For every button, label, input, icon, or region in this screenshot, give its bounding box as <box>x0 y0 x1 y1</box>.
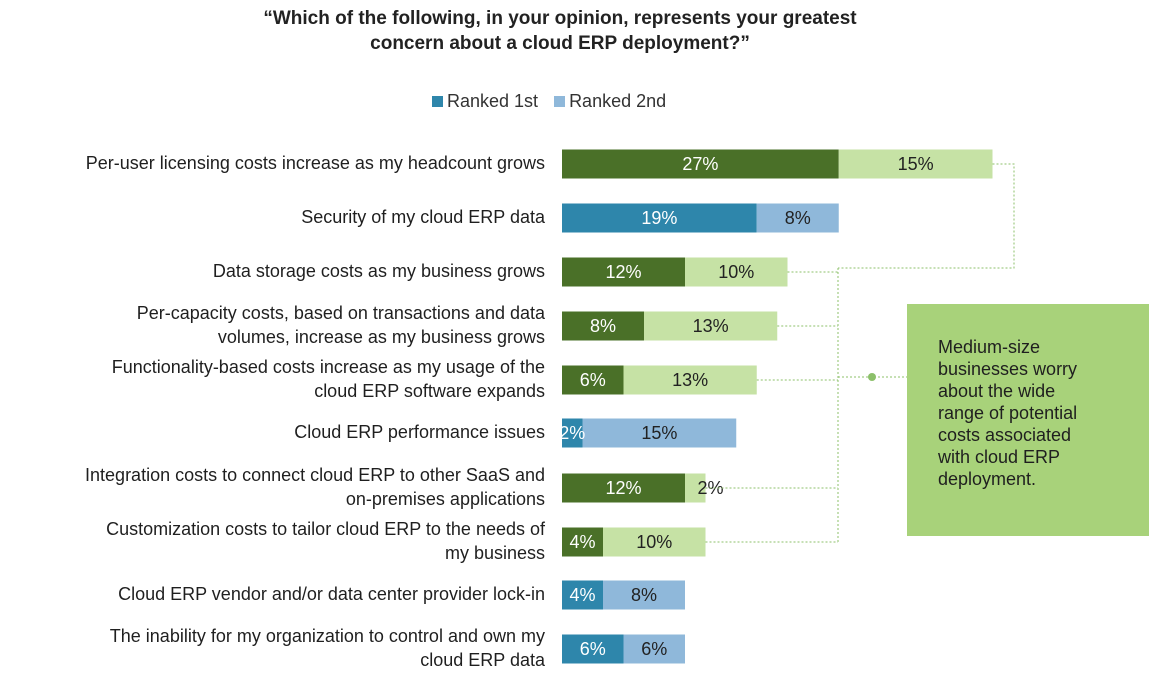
callout-line: range of potential <box>938 403 1078 423</box>
data-label-ranked-1st: 19% <box>641 208 677 228</box>
callout-line: costs associated <box>938 425 1072 445</box>
category-label: cloud ERP data <box>420 650 546 670</box>
callout-line: deployment. <box>938 469 1037 489</box>
chart-title: “Which of the following, in your opinion… <box>0 6 1120 56</box>
data-label-ranked-2nd: 8% <box>631 585 657 605</box>
bar-ranked-2nd <box>838 149 993 179</box>
callout-box: Medium-size businesses worry about the w… <box>907 304 1149 536</box>
data-label-ranked-2nd: 15% <box>641 423 677 443</box>
data-label-ranked-2nd: 13% <box>693 316 729 336</box>
data-label-ranked-1st: 6% <box>580 370 606 390</box>
data-label-ranked-1st: 6% <box>580 639 606 659</box>
callout-line: about the wide <box>938 381 1056 401</box>
bar-ranked-2nd <box>623 365 757 395</box>
bar-ranked-2nd <box>623 634 685 664</box>
category-label: Per-capacity costs, based on transaction… <box>137 303 546 323</box>
bar-ranked-1st <box>562 365 624 395</box>
bar-ranked-2nd <box>603 580 685 610</box>
data-label-ranked-2nd: 15% <box>898 154 934 174</box>
legend: Ranked 1st Ranked 2nd <box>432 91 682 112</box>
callout-line: with cloud ERP <box>938 447 1061 467</box>
chart-title-line-2: concern about a cloud ERP deployment?” <box>370 33 750 54</box>
bar-ranked-1st <box>562 580 603 610</box>
category-label: Functionality-based costs increase as my… <box>112 357 545 377</box>
legend-item-ranked-2nd: Ranked 2nd <box>554 91 666 112</box>
legend-swatch-ranked-2nd <box>554 96 566 107</box>
bar-ranked-2nd <box>582 418 737 448</box>
category-label: Data storage costs as my business grows <box>213 261 545 281</box>
data-label-ranked-1st: 12% <box>605 262 641 282</box>
data-label-ranked-1st: 27% <box>682 154 718 174</box>
category-label: Per-user licensing costs increase as my … <box>86 153 545 173</box>
bar-ranked-2nd <box>756 203 839 233</box>
data-label-ranked-2nd: 13% <box>672 370 708 390</box>
category-label: my business <box>445 543 545 563</box>
category-label: Customization costs to tailor cloud ERP … <box>106 519 546 539</box>
category-label: volumes, increase as my business grows <box>218 327 545 347</box>
category-label: The inability for my organization to con… <box>110 626 545 646</box>
data-label-ranked-1st: 12% <box>605 478 641 498</box>
bar-ranked-1st <box>562 311 644 341</box>
data-label-ranked-1st: 8% <box>590 316 616 336</box>
connector-line <box>838 163 1015 269</box>
category-label: Security of my cloud ERP data <box>301 207 546 227</box>
chart-title-line-1: “Which of the following, in your opinion… <box>263 8 857 29</box>
data-label-ranked-2nd: 8% <box>785 208 811 228</box>
bar-ranked-1st <box>562 473 685 503</box>
legend-label-ranked-2nd: Ranked 2nd <box>569 91 667 111</box>
data-label-ranked-2nd: 10% <box>636 532 672 552</box>
callout-line: Medium-size <box>938 337 1041 357</box>
data-label-ranked-1st: 2% <box>559 423 585 443</box>
category-label: on-premises applications <box>346 489 545 509</box>
bar-ranked-2nd <box>603 527 706 557</box>
legend-swatch-ranked-1st <box>432 96 443 107</box>
connector-dot <box>868 373 876 381</box>
data-label-ranked-1st: 4% <box>569 532 595 552</box>
bar-ranked-1st <box>562 203 757 233</box>
data-label-ranked-1st: 4% <box>569 585 595 605</box>
bar-ranked-1st <box>562 257 685 287</box>
category-label: Cloud ERP performance issues <box>294 422 545 442</box>
legend-item-ranked-1st: Ranked 1st <box>432 91 538 112</box>
category-label: Integration costs to connect cloud ERP t… <box>85 465 545 485</box>
data-label-ranked-2nd: 6% <box>641 639 667 659</box>
data-label-ranked-2nd: 10% <box>718 262 754 282</box>
bar-ranked-2nd <box>685 257 788 287</box>
category-label: cloud ERP software expands <box>314 381 545 401</box>
bar-ranked-1st <box>562 418 583 448</box>
category-label: Cloud ERP vendor and/or data center prov… <box>118 584 545 604</box>
bar-ranked-2nd <box>685 473 706 503</box>
bar-ranked-1st <box>562 149 839 179</box>
bar-ranked-2nd <box>644 311 778 341</box>
bar-ranked-1st <box>562 634 624 664</box>
bar-ranked-1st <box>562 527 603 557</box>
callout-line: businesses worry <box>938 359 1078 379</box>
legend-label-ranked-1st: Ranked 1st <box>447 91 539 111</box>
